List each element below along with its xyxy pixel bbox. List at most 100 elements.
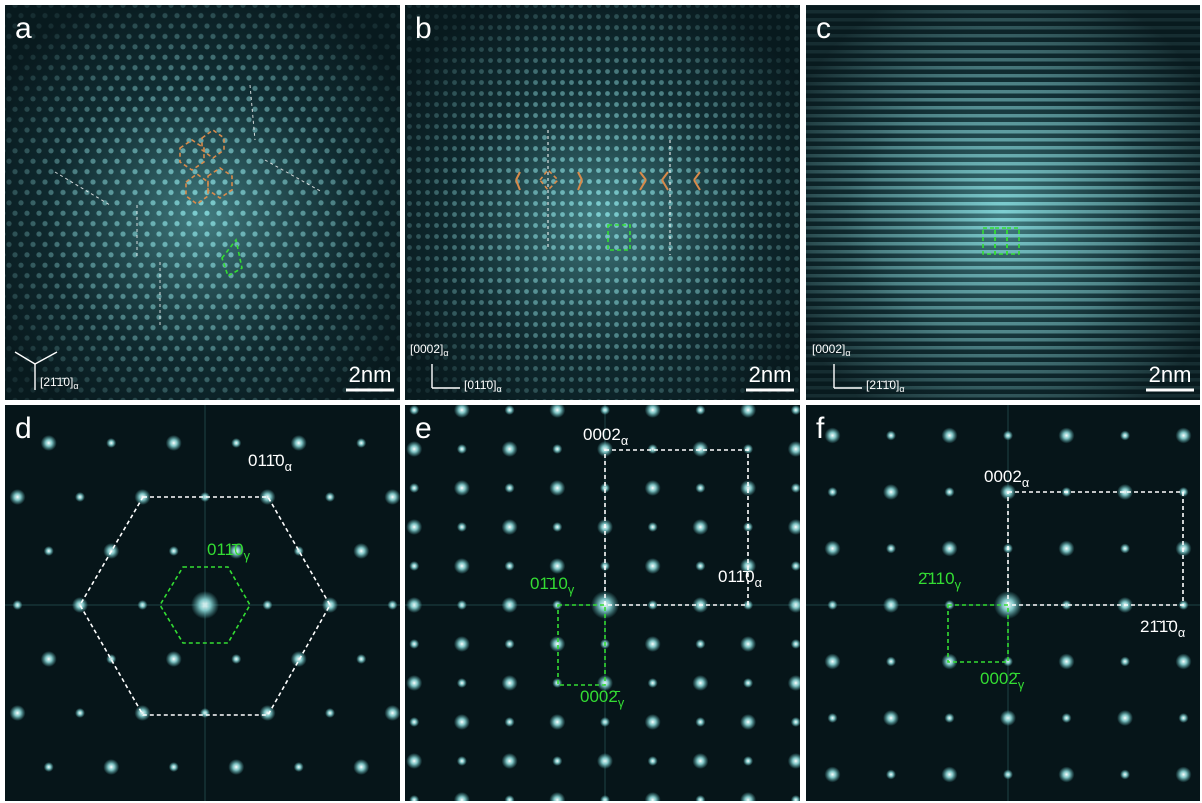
diffraction-spot bbox=[645, 558, 661, 574]
diffraction-spot bbox=[695, 405, 705, 415]
index: 0002 bbox=[984, 467, 1022, 486]
diffraction-spot bbox=[549, 402, 565, 418]
diffraction-spot bbox=[788, 675, 804, 691]
panel: c2nm[0002]α[21̄1̄0]α bbox=[806, 5, 1200, 400]
diffraction-spot bbox=[457, 756, 467, 766]
diffraction-spot bbox=[41, 435, 57, 451]
diffraction-spot bbox=[743, 444, 753, 454]
diffraction-spot bbox=[260, 489, 276, 505]
diffraction-spot bbox=[883, 484, 899, 500]
scale-bar-label: 2nm bbox=[749, 362, 792, 387]
diffraction-spot bbox=[1179, 713, 1189, 723]
diffraction-spot bbox=[791, 717, 801, 727]
scale-bar-label: 2nm bbox=[349, 362, 392, 387]
index: 011̄0 bbox=[718, 567, 755, 586]
diffraction-spot bbox=[942, 541, 958, 557]
diffraction-spot bbox=[294, 546, 304, 556]
diffraction-spot bbox=[1120, 770, 1130, 780]
diffraction-spot bbox=[886, 770, 896, 780]
index: 2̄110 bbox=[918, 569, 955, 588]
diffraction-spot bbox=[457, 678, 467, 688]
panel-label: d bbox=[15, 412, 32, 445]
diffraction-spot bbox=[135, 705, 151, 721]
phase-subscript: α bbox=[496, 385, 501, 395]
scale-bar-label: 2nm bbox=[1149, 362, 1192, 387]
index: [011̄0] bbox=[464, 378, 496, 392]
diffraction-spot bbox=[409, 483, 419, 493]
diffraction-spot bbox=[549, 714, 565, 730]
diffraction-spot bbox=[409, 639, 419, 649]
panel-label: c bbox=[816, 12, 831, 45]
panel: d011̄0α011̄0γ bbox=[5, 405, 401, 801]
diffraction-spot bbox=[1059, 541, 1075, 557]
figure: a2nm[21̄1̄0]αb2nm[0002]α[011̄0]αc2nm[000… bbox=[0, 0, 1202, 803]
diffraction-spot bbox=[409, 717, 419, 727]
index: 01̄10 bbox=[530, 574, 568, 593]
diffraction-spot bbox=[945, 487, 955, 497]
phase-subscript: α bbox=[73, 382, 78, 392]
diffraction-spot bbox=[695, 561, 705, 571]
diffraction-spot bbox=[828, 487, 838, 497]
index: 0002̄ bbox=[580, 687, 621, 706]
diffraction-spot bbox=[1059, 428, 1075, 444]
index: 011̄0 bbox=[248, 451, 285, 470]
diffraction-spot bbox=[356, 438, 366, 448]
diffraction-spot bbox=[695, 639, 705, 649]
diffraction-spot bbox=[743, 756, 753, 766]
diffraction-spot bbox=[457, 522, 467, 532]
diffraction-spot bbox=[454, 636, 470, 652]
diffraction-spot bbox=[549, 480, 565, 496]
diffraction-spot bbox=[406, 519, 422, 535]
phase-subscript: γ bbox=[568, 582, 575, 597]
diffraction-spot bbox=[743, 678, 753, 688]
diffraction-spot bbox=[549, 558, 565, 574]
diffraction-spot bbox=[106, 654, 116, 664]
diffraction-spot bbox=[791, 405, 801, 415]
diffraction-spot bbox=[502, 519, 518, 535]
diffraction-spot bbox=[1120, 657, 1130, 667]
diffraction-spot bbox=[75, 708, 85, 718]
index: [0002] bbox=[410, 342, 443, 356]
diffraction-spot bbox=[44, 762, 54, 772]
phase-subscript: α bbox=[755, 575, 762, 590]
phase-subscript: α bbox=[443, 349, 448, 359]
diffraction-spot bbox=[103, 759, 119, 775]
diffraction-spot bbox=[228, 759, 244, 775]
diffraction-spot bbox=[645, 480, 661, 496]
diffraction-spot bbox=[385, 705, 401, 721]
panel-label: f bbox=[816, 412, 825, 445]
diffraction-spot bbox=[740, 402, 756, 418]
diffraction-spot bbox=[505, 639, 515, 649]
diffraction-spot bbox=[645, 402, 661, 418]
diffraction-spot bbox=[406, 753, 422, 769]
diffraction-spot bbox=[1059, 767, 1075, 783]
phase-subscript: α bbox=[845, 349, 850, 359]
index: [0002] bbox=[812, 342, 845, 356]
diffraction-spot bbox=[942, 767, 958, 783]
diffraction-spot bbox=[886, 544, 896, 554]
panel-label: e bbox=[415, 412, 432, 445]
index: [21̄1̄0] bbox=[40, 375, 73, 389]
diffraction-spot bbox=[44, 546, 54, 556]
diffraction-spot bbox=[692, 519, 708, 535]
diffraction-spot bbox=[505, 717, 515, 727]
diffraction-spot bbox=[552, 522, 562, 532]
diffraction-spot bbox=[825, 428, 841, 444]
diffraction-spot bbox=[648, 678, 658, 688]
diffraction-spot bbox=[406, 675, 422, 691]
diffraction-spot bbox=[886, 431, 896, 441]
diffraction-spot bbox=[695, 717, 705, 727]
phase-subscript: α bbox=[621, 433, 628, 448]
diffraction-spot bbox=[791, 483, 801, 493]
diffraction-spot bbox=[454, 402, 470, 418]
index: 21̄1̄0 bbox=[1140, 617, 1178, 636]
diffraction-spot bbox=[692, 441, 708, 457]
diffraction-spot bbox=[294, 762, 304, 772]
diffraction-spot bbox=[166, 435, 182, 451]
diffraction-spot bbox=[502, 675, 518, 691]
diffraction-spot bbox=[385, 489, 401, 505]
diffraction-spot bbox=[1117, 710, 1133, 726]
diffraction-spot bbox=[791, 639, 801, 649]
